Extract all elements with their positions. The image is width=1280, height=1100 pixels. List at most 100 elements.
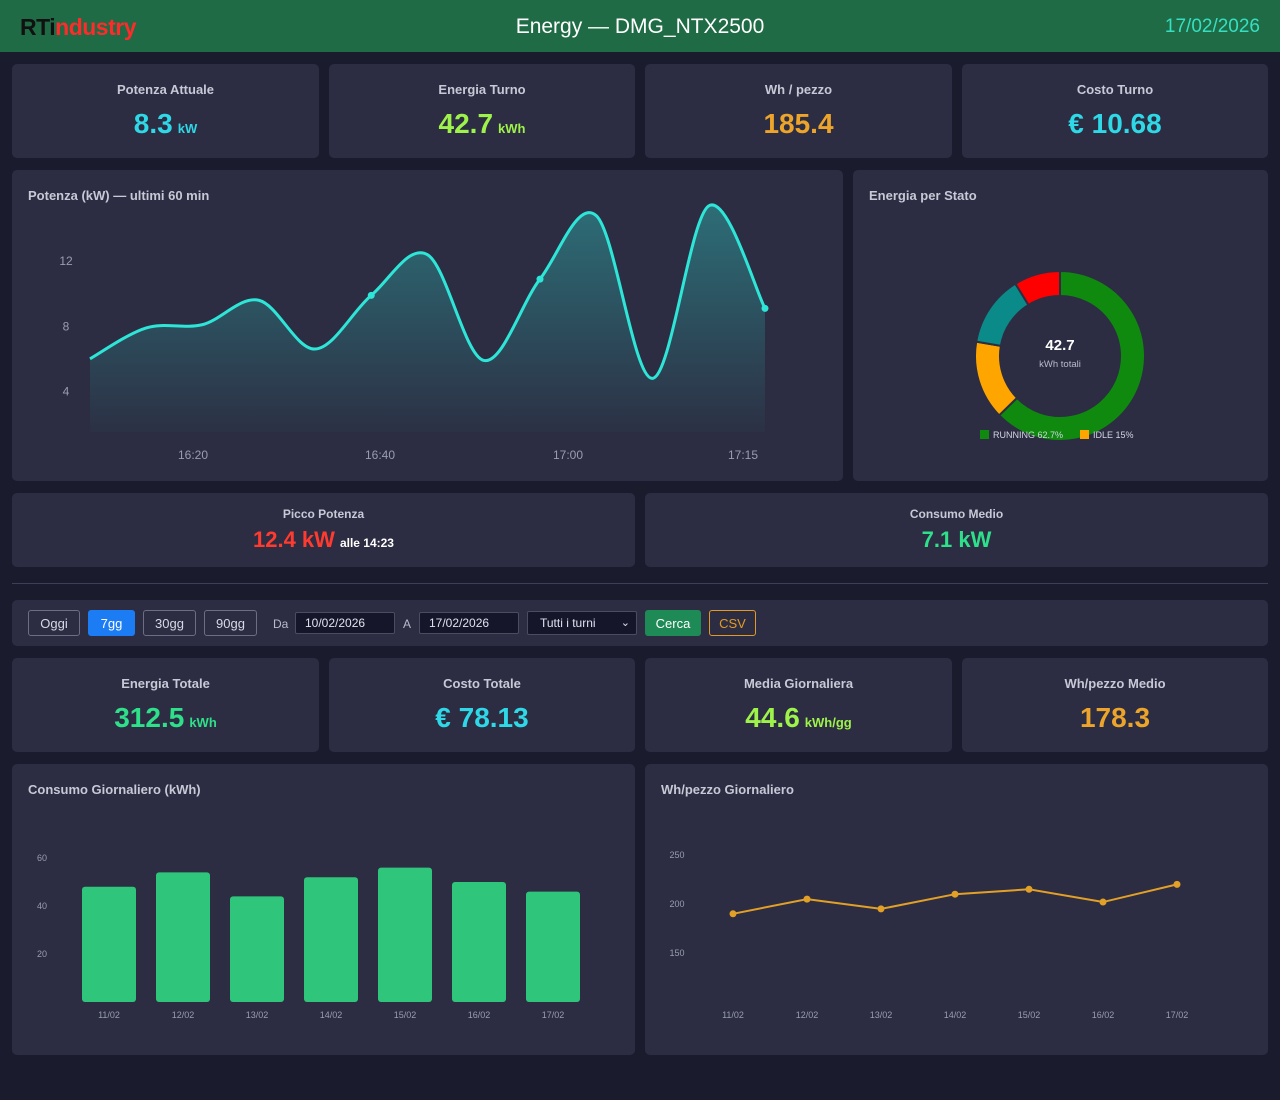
daily-consumption-bar [526, 891, 580, 1002]
header-date: 17/02/2026 [1164, 16, 1260, 37]
power-chart-title: Potenza (kW) — ultimi 60 min [28, 188, 210, 203]
daily-consumption-panel: Consumo Giornaliero (kWh) 20 40 60 11/02 12/… [12, 764, 635, 1055]
avg-consumption-card: Consumo Medio 7.1 kW [645, 493, 1268, 567]
peak-power-label: Picco Potenza [282, 507, 365, 521]
kpi-value: 44.6 kWh/gg [745, 702, 852, 733]
y-tick-label: 40 [37, 901, 47, 911]
power-area-fill [90, 204, 765, 432]
x-tick-label: 16:40 [365, 448, 395, 462]
daily-wh-pezzo-panel: Wh/pezzo Giornaliero 150 200 250 11/02 12/02… [645, 764, 1268, 1055]
date-to-label: A [403, 617, 412, 631]
wh-pezzo-data-point [729, 910, 737, 918]
app-header: RTindustry Energy — DMG_NTX2500 17/02/20… [0, 0, 1280, 52]
power-chart: 4 8 12 16:20 16:40 17:00 17:15 [59, 203, 769, 462]
x-tick-label: 12/02 [172, 1010, 195, 1020]
kpi-value: € 10.68 [1068, 108, 1162, 139]
x-tick-label: 17:00 [553, 448, 583, 462]
legend-swatch-idle [1080, 430, 1089, 439]
kpi-card-costo-totale: Costo Totale € 78.13 [329, 658, 635, 752]
x-tick-label: 17/02 [1166, 1010, 1189, 1020]
x-tick-label: 11/02 [98, 1010, 120, 1020]
state-chart-title: Energia per Stato [869, 188, 977, 203]
date-from-label: Da [273, 617, 289, 631]
power-line-series [89, 203, 767, 380]
peak-power-card: Picco Potenza 12.4 kW alle 14:23 [12, 493, 635, 567]
x-tick-label: 13/02 [246, 1010, 269, 1020]
app-logo: RTindustry [20, 14, 136, 40]
state-chart-panel: Energia per Stato 42.7 kWh totali RUNNIN… [853, 170, 1268, 481]
peak-power-time: alle 14:23 [339, 536, 394, 550]
daily-consumption-bar [378, 867, 432, 1002]
daily-consumption-bar [452, 882, 506, 1002]
y-tick-label: 4 [63, 384, 70, 398]
kpi-value: 185.4 [763, 108, 834, 139]
x-tick-label: 16/02 [468, 1010, 491, 1020]
date-from-input[interactable]: 10/02/2026 [295, 612, 395, 634]
kpi-value: 8.3 kW [133, 108, 198, 139]
kpi-label: Potenza Attuale [116, 82, 215, 97]
donut-segment-idle [974, 340, 1019, 417]
kpi-card-wh-pezzo-medio: Wh/pezzo Medio 178.3 [962, 658, 1268, 752]
kpi-card-media-giornaliera: Media Giornaliera 44.6 kWh/gg [645, 658, 952, 752]
kpi-label: Media Giornaliera [743, 676, 854, 691]
kpi-card-wh-pezzo: Wh / pezzo 185.4 [645, 64, 952, 158]
section-divider [12, 583, 1268, 584]
y-tick-label: 20 [37, 949, 47, 959]
donut-segment-running [997, 269, 1146, 442]
power-data-point [536, 275, 544, 283]
power-data-point [761, 304, 769, 312]
kpi-value: € 78.13 [435, 702, 529, 733]
x-tick-label: 13/02 [870, 1010, 893, 1020]
daily-consumption-title: Consumo Giornaliero (kWh) [28, 782, 201, 797]
donut-center-value: 42.7 [1045, 337, 1074, 354]
page-title: Energy — DMG_NTX2500 [515, 15, 765, 38]
wh-pezzo-data-point [951, 890, 959, 898]
x-tick-label: 15/02 [394, 1010, 417, 1020]
kpi-label: Costo Turno [1076, 82, 1154, 97]
period-button-90gg[interactable]: 90gg [204, 610, 257, 636]
period-button-oggi[interactable]: Oggi [28, 610, 80, 636]
power-chart-panel: Potenza (kW) — ultimi 60 min 4 8 12 16:20 1… [12, 170, 843, 481]
kpi-label: Wh/pezzo Medio [1064, 676, 1166, 691]
x-tick-label: 14/02 [944, 1010, 967, 1020]
avg-consumption-value: 7.1 kW [921, 527, 992, 552]
peak-power-value: 12.4 kW alle 14:23 [253, 527, 394, 552]
daily-consumption-bar [304, 877, 358, 1002]
power-data-point [367, 291, 375, 299]
daily-consumption-bar [230, 896, 284, 1002]
daily-wh-pezzo-chart: 150 200 250 11/02 12/02 13/02 14/02 15/02 16/02 1… [669, 850, 1189, 1020]
kpi-value: 42.7 kWh [438, 108, 526, 139]
kpi-label: Costo Totale [443, 676, 521, 691]
x-tick-label: 17:15 [728, 448, 758, 462]
kpi-card-energia-turno: Energia Turno 42.7 kWh [329, 64, 635, 158]
kpi-card-costo-turno: Costo Turno € 10.68 [962, 64, 1268, 158]
y-tick-label: 150 [669, 948, 684, 958]
daily-consumption-bar [82, 886, 136, 1002]
daily-consumption-chart: 20 40 60 11/02 12/02 13/02 14/02 15/02 16/02 17/0… [37, 853, 580, 1020]
period-button-7gg[interactable]: 7gg [88, 610, 135, 636]
period-button-30gg[interactable]: 30gg [143, 610, 196, 636]
kpi-label: Energia Totale [121, 676, 210, 691]
y-tick-label: 250 [669, 850, 684, 860]
x-tick-label: 17/02 [542, 1010, 565, 1020]
x-tick-label: 11/02 [722, 1010, 744, 1020]
csv-export-button[interactable]: CSV [709, 610, 756, 636]
wh-pezzo-line-series [732, 883, 1178, 915]
wh-pezzo-data-point [1025, 885, 1033, 893]
donut-segment-state-3 [1013, 269, 1061, 307]
wh-pezzo-data-point [877, 905, 885, 913]
kpi-value: 178.3 [1079, 702, 1151, 733]
state-donut-chart: 42.7 kWh totali RUNNING 62.7% IDLE 15% [974, 269, 1146, 442]
filter-bar: Oggi 7gg 30gg 90gg Da 10/02/2026 A 17/02… [12, 600, 1268, 646]
legend-label-running: RUNNING 62.7% [993, 430, 1063, 440]
x-tick-label: 15/02 [1018, 1010, 1041, 1020]
shift-select[interactable]: Tutti i turni ⌄ [527, 611, 637, 635]
legend-swatch-running [980, 430, 989, 439]
search-button[interactable]: Cerca [645, 610, 701, 636]
wh-pezzo-data-point [1099, 898, 1107, 906]
y-tick-label: 8 [63, 319, 70, 333]
wh-pezzo-data-point [803, 895, 811, 903]
date-to-input[interactable]: 17/02/2026 [419, 612, 519, 634]
kpi-card-energia-totale: Energia Totale 312.5 kWh [12, 658, 319, 752]
avg-consumption-label: Consumo Medio [909, 507, 1004, 521]
